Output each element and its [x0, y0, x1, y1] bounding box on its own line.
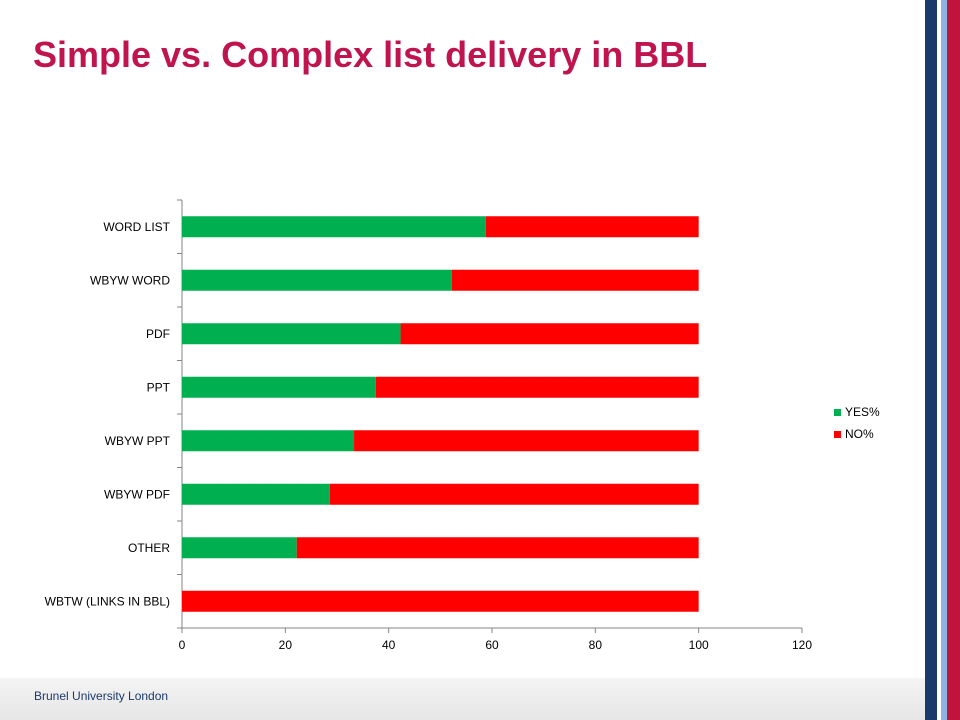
- legend-swatch-yes: [834, 409, 841, 416]
- legend-label-no: NO%: [845, 427, 874, 441]
- x-tick-label: 20: [279, 638, 293, 652]
- bar-no-ppt: [375, 376, 699, 398]
- bar-no-wbyw-pdf: [329, 483, 699, 505]
- stripe-navy: [925, 0, 937, 720]
- category-label-wbtw-links-in-bbl: WBTW (LINKS IN BBL): [45, 594, 170, 608]
- x-tick-label: 0: [179, 638, 186, 652]
- x-tick-label: 60: [485, 638, 499, 652]
- stripe-crimson: [947, 0, 960, 720]
- stripe-lightblue: [941, 0, 947, 720]
- stripe-white: [937, 0, 941, 720]
- x-tick-label: 80: [589, 638, 603, 652]
- bar-no-pdf: [400, 323, 699, 345]
- bar-yes-ppt: [182, 376, 376, 398]
- category-label-wbyw-pdf: WBYW PDF: [104, 487, 170, 501]
- bar-yes-wbyw-ppt: [182, 430, 355, 452]
- x-tick-label: 40: [382, 638, 396, 652]
- category-label-wbyw-ppt: WBYW PPT: [105, 434, 171, 448]
- bar-no-word-list: [485, 216, 699, 238]
- bar-no-other: [296, 537, 699, 559]
- bar-no-wbtw-links-in-bbl: [182, 590, 699, 612]
- category-label-other: OTHER: [128, 541, 170, 555]
- x-tick-label: 120: [792, 638, 812, 652]
- bar-yes-word-list: [182, 216, 486, 238]
- bar-no-wbyw-ppt: [354, 430, 699, 452]
- footer-institution: Brunel University London: [34, 689, 169, 703]
- bar-yes-wbyw-pdf: [182, 483, 330, 505]
- category-label-ppt: PPT: [147, 380, 171, 394]
- bar-yes-other: [182, 537, 297, 559]
- footer-bar: [0, 678, 925, 720]
- category-label-wbyw-word: WBYW WORD: [90, 273, 170, 287]
- category-label-word-list: WORD LIST: [103, 220, 170, 234]
- category-label-pdf: PDF: [146, 327, 170, 341]
- legend-label-yes: YES%: [845, 405, 880, 419]
- decorative-stripes: [925, 0, 960, 720]
- slide-title: Simple vs. Complex list delivery in BBL: [33, 34, 708, 75]
- legend-swatch-no: [834, 431, 841, 438]
- bar-yes-wbyw-word: [182, 269, 452, 291]
- bar-no-wbyw-word: [451, 269, 699, 291]
- bar-yes-pdf: [182, 323, 401, 345]
- stacked-bar-chart: 0 20 40 60 80 100 120 WORD LIST WBYW WORD PDF PPT W…: [45, 199, 880, 652]
- x-tick-label: 100: [689, 638, 709, 652]
